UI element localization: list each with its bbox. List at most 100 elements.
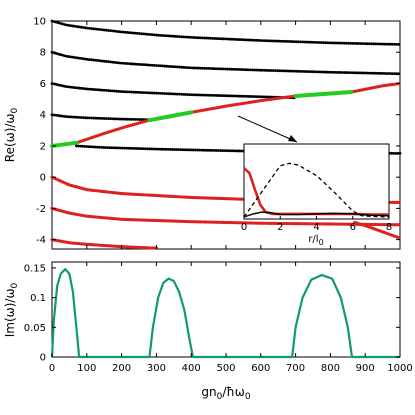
- data-point: [207, 93, 211, 97]
- bottom-y-axis-label-sub: 0: [10, 283, 20, 289]
- data-point: [125, 90, 129, 94]
- data-point: [328, 70, 332, 74]
- data-point: [251, 38, 254, 42]
- top-y-axis-label-main: Re(ω)/ω: [3, 114, 17, 163]
- data-point: [81, 144, 85, 148]
- data-point: [129, 90, 133, 94]
- series-9: [353, 220, 401, 240]
- data-point: [173, 65, 177, 69]
- bottom-x-axis-label: gn0/ħω0: [201, 385, 250, 402]
- data-point: [140, 63, 144, 66]
- data-point: [155, 64, 158, 67]
- data-point: [332, 70, 336, 74]
- data-point: [313, 40, 317, 44]
- data-point: [165, 92, 169, 96]
- data-point: [98, 28, 102, 31]
- data-point: [374, 42, 378, 46]
- data-point: [152, 147, 156, 151]
- data-point: [154, 147, 158, 151]
- data-point: [398, 152, 402, 155]
- data-point: [282, 69, 286, 73]
- data-point: [359, 42, 363, 45]
- data-point: [209, 36, 213, 40]
- highlight-segments: [50, 90, 354, 148]
- inset-x-axis-label-main: r/l: [308, 234, 318, 245]
- data-point: [180, 35, 183, 39]
- data-point: [146, 63, 150, 67]
- series-0: [50, 19, 401, 46]
- data-point: [236, 68, 240, 71]
- data-point: [123, 117, 127, 121]
- data-point: [127, 146, 130, 150]
- data-point: [184, 66, 188, 69]
- data-point: [194, 66, 198, 70]
- data-point: [336, 41, 340, 45]
- data-point: [284, 69, 288, 73]
- data-point: [71, 115, 75, 119]
- data-point: [118, 146, 122, 150]
- data-point: [96, 27, 100, 31]
- data-point: [106, 60, 110, 64]
- data-point: [127, 90, 131, 94]
- data-point: [69, 55, 73, 59]
- data-point: [109, 117, 112, 121]
- top-y-ticks: -4 -2 0 2 4 6 8 10: [33, 17, 400, 246]
- data-point: [257, 68, 261, 72]
- series-1: [50, 50, 401, 76]
- data-point: [83, 145, 87, 148]
- data-point: [177, 35, 181, 38]
- data-point: [163, 92, 167, 95]
- data-point: [225, 149, 229, 153]
- data-point: [94, 58, 98, 62]
- data-point: [393, 72, 396, 76]
- data-point: [246, 94, 250, 98]
- data-point: [397, 42, 401, 46]
- data-point: [240, 94, 244, 98]
- data-point: [384, 72, 388, 75]
- data-point: [334, 70, 338, 74]
- data-point: [69, 24, 73, 28]
- data-point: [98, 116, 102, 120]
- data-point: [129, 31, 133, 35]
- y-tick-label: 0: [40, 173, 46, 184]
- data-point: [88, 26, 91, 30]
- data-point: [102, 28, 106, 32]
- data-point: [292, 40, 296, 44]
- inset-background: [243, 143, 390, 220]
- data-point: [138, 118, 142, 121]
- data-point: [102, 117, 106, 120]
- data-point: [223, 37, 227, 41]
- data-point: [171, 92, 175, 96]
- data-point: [365, 71, 369, 75]
- data-point: [374, 71, 378, 75]
- data-point: [112, 146, 116, 150]
- data-point: [213, 37, 217, 40]
- data-point: [340, 71, 344, 74]
- x-tick-label: 400: [182, 363, 201, 374]
- data-point: [251, 68, 254, 72]
- data-point: [292, 69, 296, 73]
- data-point: [142, 63, 146, 67]
- data-point: [225, 67, 229, 71]
- data-point: [74, 144, 78, 148]
- data-point: [79, 25, 83, 29]
- data-point: [90, 87, 94, 91]
- data-point: [227, 149, 231, 153]
- data-point: [171, 65, 175, 69]
- data-point: [229, 149, 233, 153]
- data-point: [123, 90, 127, 94]
- data-point: [189, 148, 193, 152]
- data-point: [94, 27, 98, 31]
- data-point: [69, 115, 73, 119]
- data-point: [330, 70, 334, 74]
- data-point: [296, 69, 300, 73]
- y-tick-label: 8: [40, 48, 46, 59]
- data-point: [378, 42, 382, 46]
- data-point: [239, 149, 243, 153]
- data-point: [221, 67, 225, 71]
- data-point: [223, 94, 227, 98]
- data-point: [225, 37, 229, 41]
- data-point: [77, 25, 81, 29]
- data-point: [299, 40, 302, 44]
